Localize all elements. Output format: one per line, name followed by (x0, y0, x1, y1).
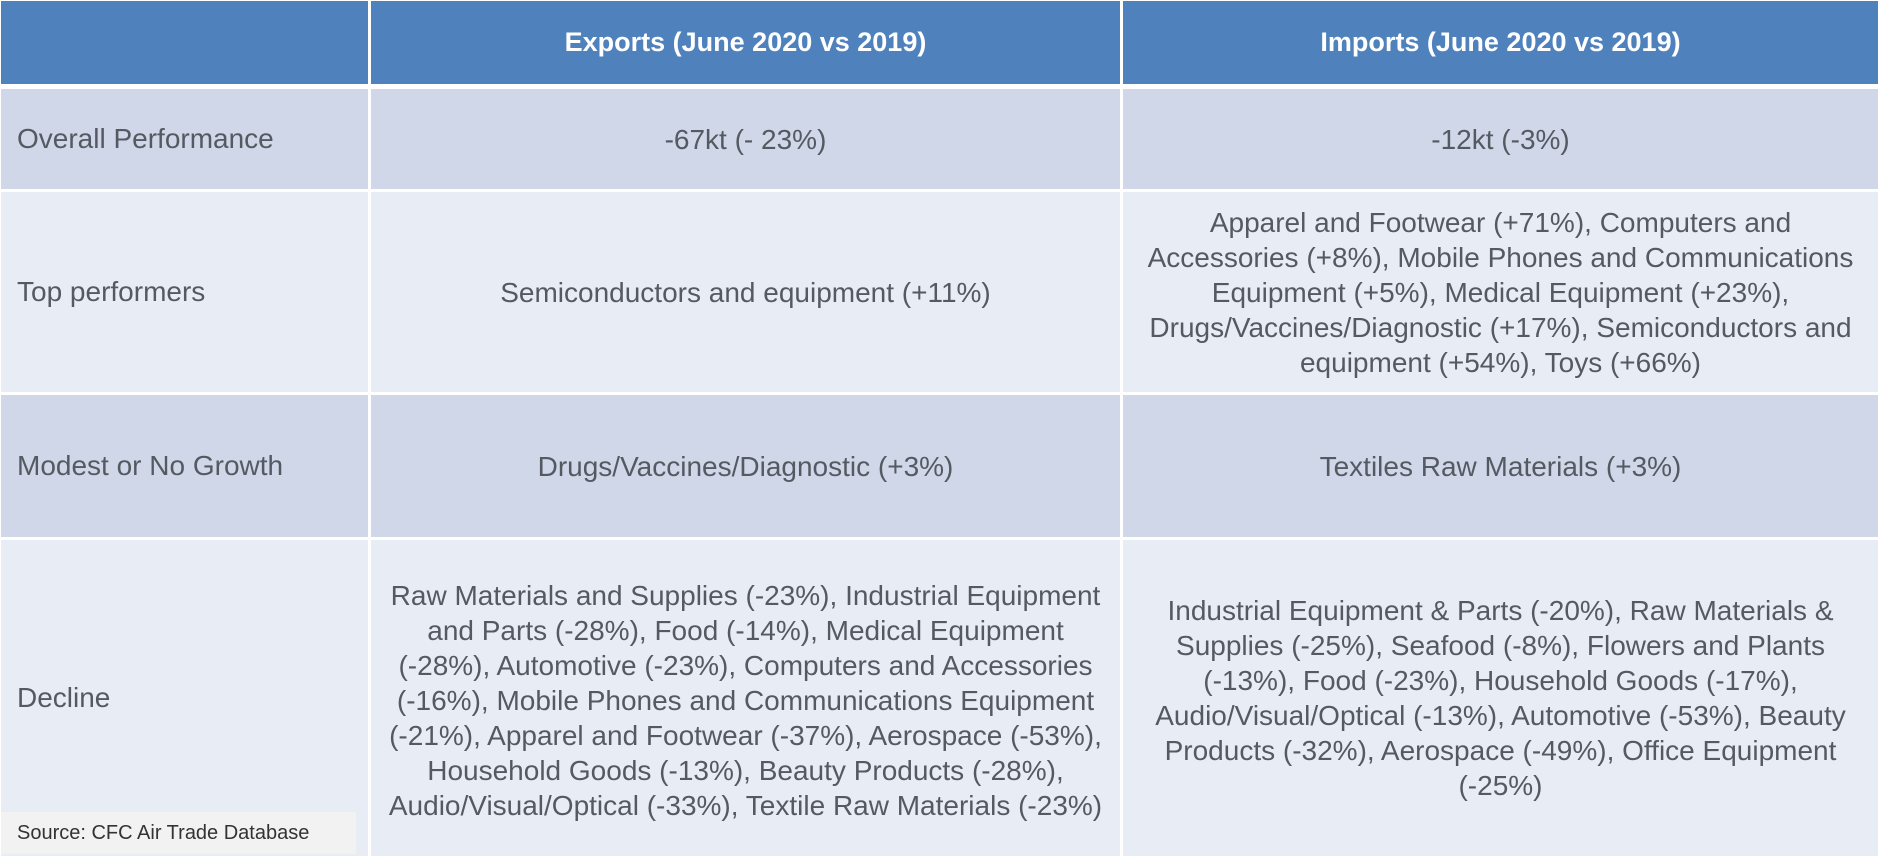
header-imports: Imports (June 2020 vs 2019) (1123, 1, 1878, 89)
table-row-modest-growth: Modest or No Growth Drugs/Vaccines/Diagn… (1, 395, 1878, 540)
cell-exports-modest-growth: Drugs/Vaccines/Diagnostic (+3%) (371, 395, 1123, 540)
cell-imports-top-performers: Apparel and Footwear (+71%), Computers a… (1123, 192, 1878, 395)
cell-exports-decline: Raw Materials and Supplies (-23%), Indus… (371, 540, 1123, 856)
table-row-decline: Decline Raw Materials and Supplies (-23%… (1, 540, 1878, 856)
table-row-top-performers: Top performers Semiconductors and equipm… (1, 192, 1878, 395)
cell-imports-overall-performance: -12kt (-3%) (1123, 89, 1878, 192)
cell-exports-top-performers: Semiconductors and equipment (+11%) (371, 192, 1123, 395)
source-note: Source: CFC Air Trade Database (1, 812, 356, 854)
row-label-top-performers: Top performers (1, 192, 371, 395)
cell-imports-modest-growth: Textiles Raw Materials (+3%) (1123, 395, 1878, 540)
table-row-overall-performance: Overall Performance -67kt (- 23%) -12kt … (1, 89, 1878, 192)
row-label-decline: Decline (1, 540, 371, 856)
header-corner-cell (1, 1, 371, 89)
row-label-modest-growth: Modest or No Growth (1, 395, 371, 540)
cell-exports-overall-performance: -67kt (- 23%) (371, 89, 1123, 192)
table-header-row: Exports (June 2020 vs 2019) Imports (Jun… (1, 1, 1878, 89)
cell-imports-decline: Industrial Equipment & Parts (-20%), Raw… (1123, 540, 1878, 856)
row-label-overall-performance: Overall Performance (1, 89, 371, 192)
header-exports: Exports (June 2020 vs 2019) (371, 1, 1123, 89)
